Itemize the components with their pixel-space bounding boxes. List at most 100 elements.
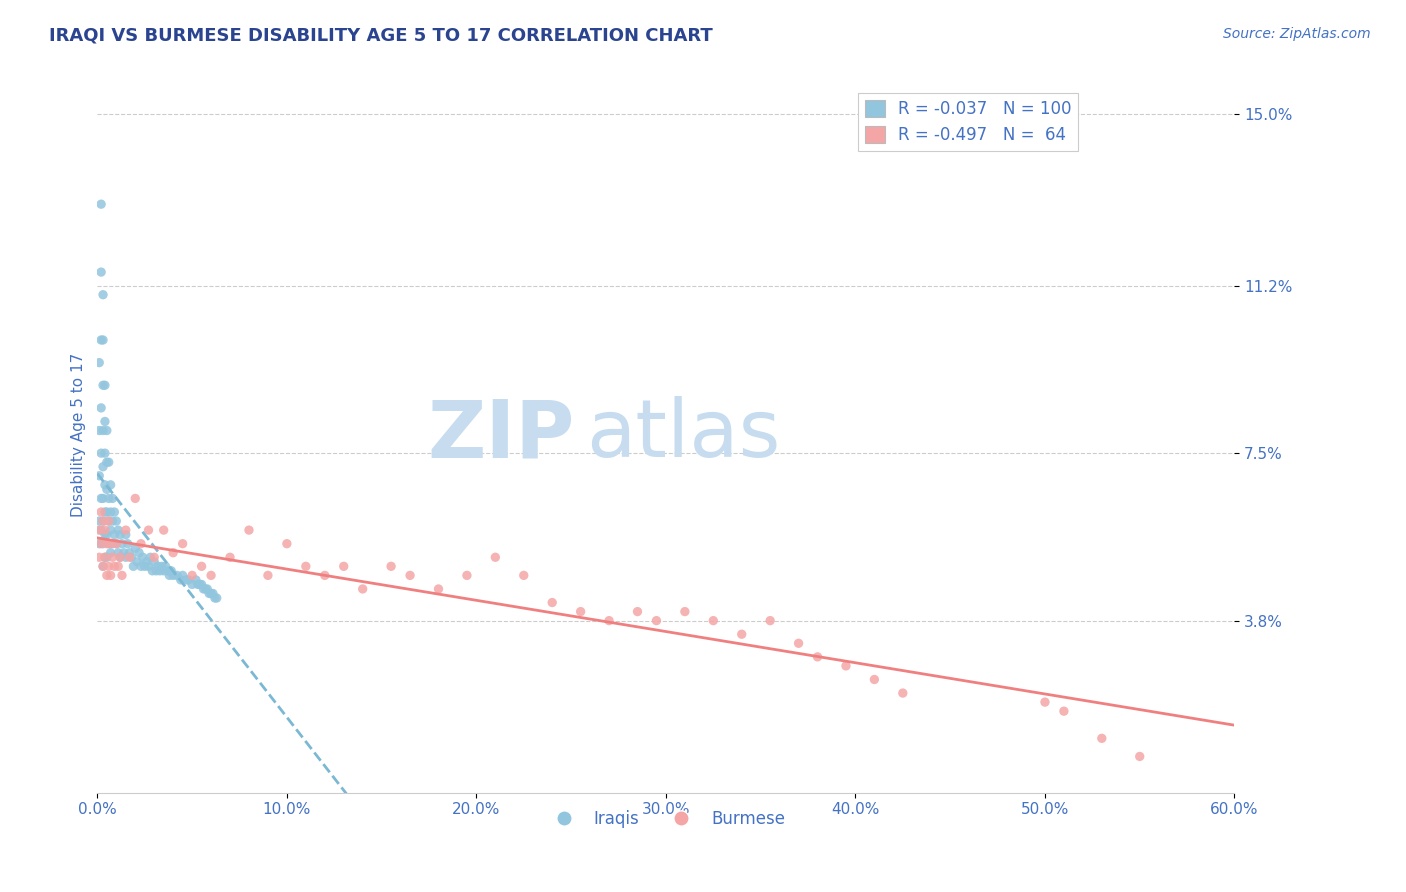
Point [89, 514, 111, 528]
Point [96, 455, 118, 469]
Point [187, 577, 209, 591]
Point [94, 550, 117, 565]
Point [100, 505, 122, 519]
Point [96, 550, 118, 565]
Point [195, 582, 218, 596]
Point [94, 378, 117, 392]
Point [90, 265, 112, 279]
Point [89, 424, 111, 438]
Point [108, 550, 131, 565]
Point [105, 514, 128, 528]
Point [143, 550, 166, 565]
Point [314, 568, 336, 582]
Text: atlas: atlas [586, 396, 780, 474]
Point [100, 546, 122, 560]
Point [219, 550, 242, 565]
Point [107, 546, 129, 560]
Point [97, 537, 120, 551]
Point [114, 550, 136, 565]
Point [129, 559, 152, 574]
Point [90, 446, 112, 460]
Point [90, 505, 112, 519]
Point [96, 505, 118, 519]
Point [89, 537, 111, 551]
Point [162, 568, 184, 582]
Point [91, 537, 114, 551]
Point [91, 333, 114, 347]
Point [108, 550, 131, 565]
Point [198, 586, 221, 600]
Legend: Iraqis, Burmese: Iraqis, Burmese [540, 803, 792, 834]
Point [170, 573, 193, 587]
Point [94, 550, 117, 565]
Point [101, 550, 124, 565]
Point [94, 478, 117, 492]
Point [96, 568, 118, 582]
Point [97, 514, 120, 528]
Point [128, 546, 150, 560]
Point [295, 559, 318, 574]
Point [111, 568, 134, 582]
Point [96, 527, 118, 541]
Point [135, 555, 157, 569]
Point [91, 514, 114, 528]
Point [1033, 695, 1056, 709]
Point [484, 550, 506, 565]
Point [166, 568, 188, 582]
Point [806, 649, 828, 664]
Point [645, 614, 668, 628]
Point [91, 459, 114, 474]
Point [177, 573, 200, 587]
Point [626, 605, 648, 619]
Point [157, 568, 180, 582]
Point [205, 591, 228, 605]
Point [352, 582, 374, 596]
Point [90, 491, 112, 506]
Point [190, 559, 212, 574]
Point [145, 564, 167, 578]
Point [176, 573, 198, 587]
Point [107, 559, 129, 574]
Point [101, 491, 124, 506]
Point [101, 537, 124, 551]
Point [194, 582, 217, 596]
Point [108, 527, 131, 541]
Point [97, 455, 120, 469]
Point [835, 659, 858, 673]
Point [149, 564, 172, 578]
Point [152, 564, 174, 578]
Point [184, 573, 207, 587]
Point [114, 527, 136, 541]
Point [96, 537, 118, 551]
Point [105, 537, 128, 551]
Point [118, 550, 141, 565]
Point [107, 523, 129, 537]
Point [91, 559, 114, 574]
Point [101, 514, 124, 528]
Point [114, 523, 136, 537]
Point [97, 514, 120, 528]
Point [188, 577, 211, 591]
Point [201, 586, 224, 600]
Point [181, 577, 204, 591]
Point [132, 550, 155, 565]
Text: IRAQI VS BURMESE DISABILITY AGE 5 TO 17 CORRELATION CHART: IRAQI VS BURMESE DISABILITY AGE 5 TO 17 … [49, 27, 713, 45]
Point [90, 401, 112, 415]
Point [759, 614, 782, 628]
Point [122, 559, 145, 574]
Point [332, 559, 354, 574]
Point [94, 505, 117, 519]
Point [94, 523, 117, 537]
Point [90, 333, 112, 347]
Point [94, 527, 117, 541]
Point [160, 564, 183, 578]
Point [1053, 704, 1076, 718]
Point [100, 478, 122, 492]
Point [111, 537, 134, 551]
Point [731, 627, 754, 641]
Point [100, 523, 122, 537]
Point [513, 568, 536, 582]
Point [117, 537, 139, 551]
Point [156, 564, 179, 578]
Point [673, 605, 696, 619]
